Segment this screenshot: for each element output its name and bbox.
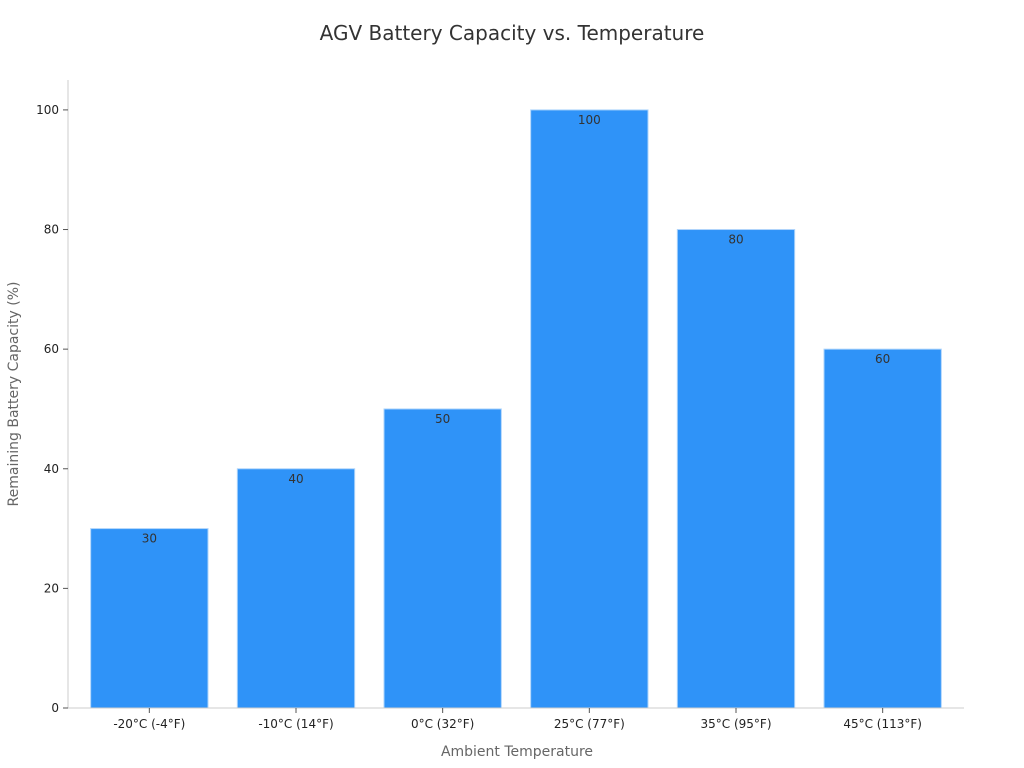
- data-label: 50: [435, 412, 450, 426]
- y-tick-label: 40: [44, 462, 59, 476]
- bar: [90, 528, 209, 709]
- data-label: 30: [142, 532, 157, 546]
- x-tick-label: 25°C (77°F): [554, 717, 625, 731]
- y-axis-label: Remaining Battery Capacity (%): [6, 282, 22, 507]
- chart-title: AGV Battery Capacity vs. Temperature: [320, 21, 705, 45]
- x-tick-label: 35°C (95°F): [701, 717, 772, 731]
- bar: [676, 229, 796, 709]
- x-tick-label: 0°C (32°F): [411, 717, 474, 731]
- x-ticks-group: -20°C (-4°F) -10°C (14°F) 0°C (32°F) 25°C (…: [113, 708, 922, 731]
- bar: [236, 468, 356, 709]
- bar: [823, 348, 942, 709]
- data-label: 60: [875, 352, 890, 366]
- x-tick-label: 45°C (113°F): [843, 717, 922, 731]
- bar: [383, 408, 502, 709]
- y-tick-label: 100: [36, 103, 59, 117]
- y-ticks-group: 0 20 40 60 80 100: [36, 103, 68, 715]
- y-tick-label: 60: [44, 342, 59, 356]
- x-tick-label: -20°C (-4°F): [113, 717, 185, 731]
- y-tick-label: 20: [44, 581, 59, 595]
- data-label: 100: [578, 113, 601, 127]
- bars-group: [90, 109, 942, 709]
- data-labels-group: 30 40 50 100 80 60: [142, 113, 891, 546]
- y-tick-label: 0: [51, 701, 59, 715]
- y-tick-label: 80: [44, 223, 59, 237]
- bar: [530, 109, 649, 709]
- data-label: 80: [728, 233, 743, 247]
- data-label: 40: [288, 472, 303, 486]
- x-axis-label: Ambient Temperature: [441, 744, 593, 760]
- x-tick-label: -10°C (14°F): [258, 717, 333, 731]
